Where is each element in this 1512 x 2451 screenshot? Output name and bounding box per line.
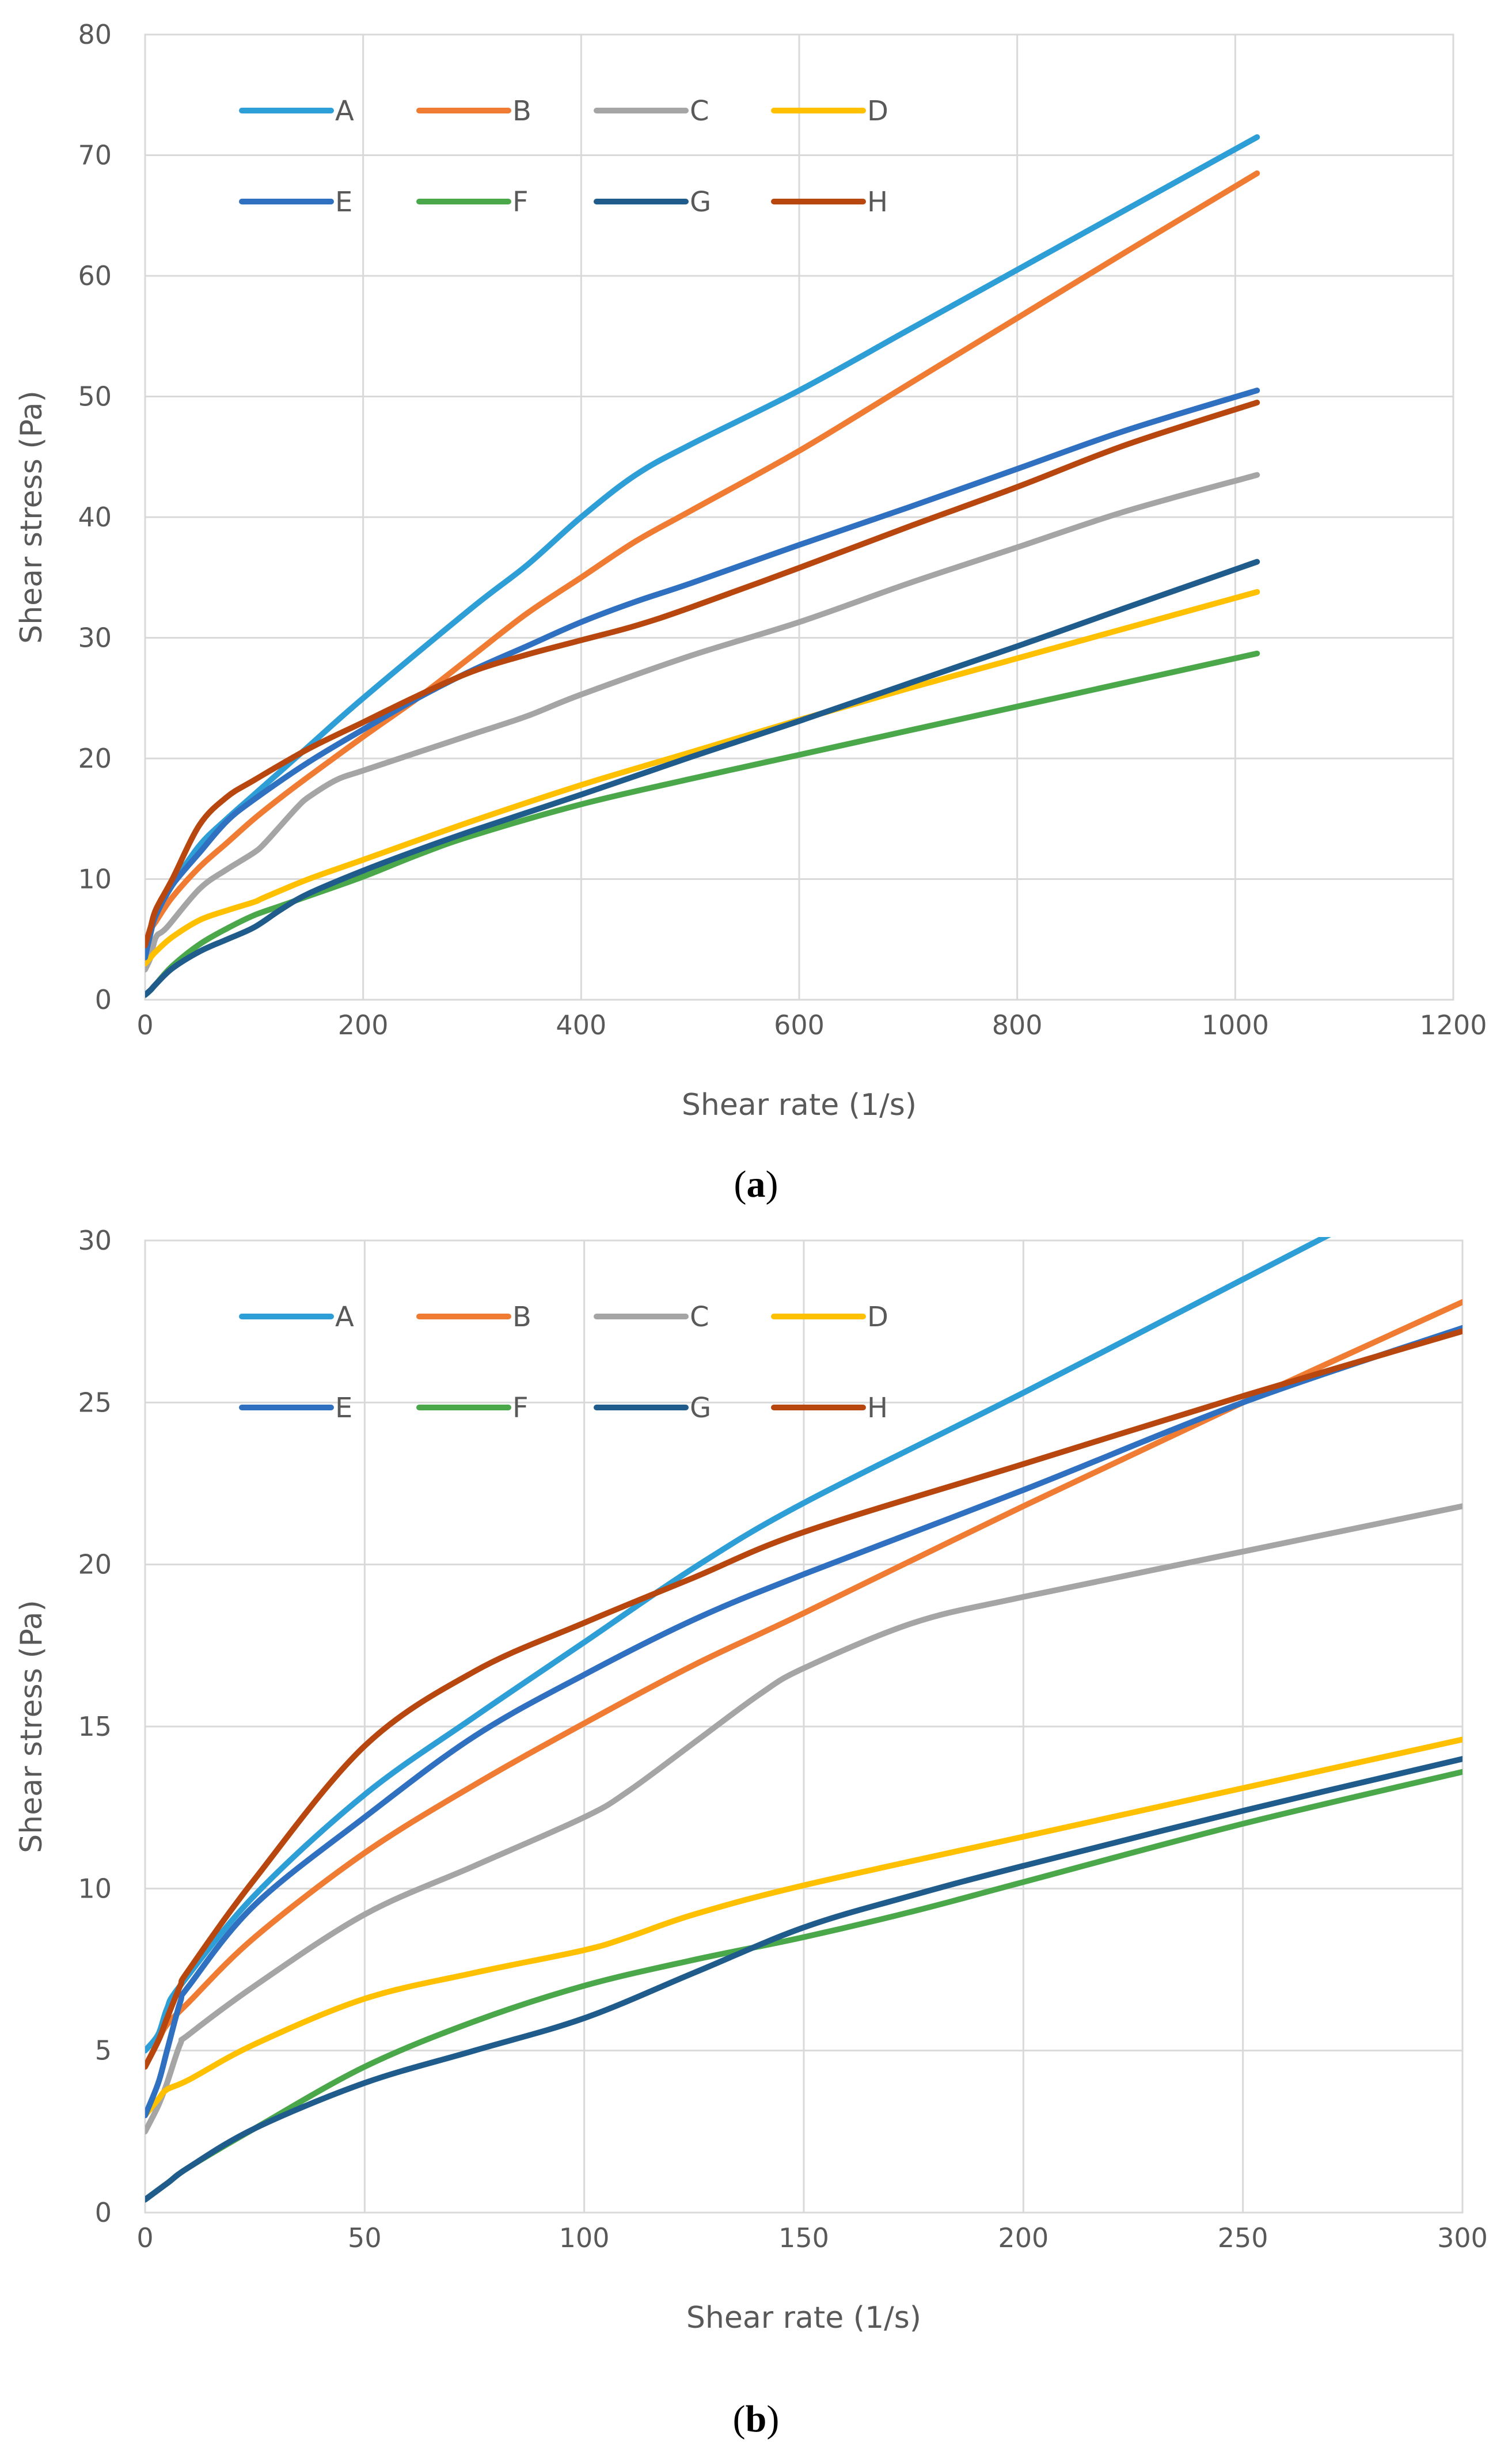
y-tick-label: 20 — [78, 1549, 112, 1580]
series-line-d — [145, 1736, 1462, 2119]
series-line-h — [145, 400, 1260, 948]
legend-item-e: E — [239, 1392, 352, 1424]
legend: A B C D E F G H — [239, 1301, 888, 1424]
legend-label: F — [512, 186, 529, 218]
legend-item-d: D — [771, 95, 888, 127]
legend-item-e: E — [239, 186, 352, 218]
legend-item-a: A — [239, 1301, 354, 1333]
x-tick-label: 400 — [556, 1010, 606, 1041]
x-tick-label: 800 — [992, 1010, 1043, 1041]
x-tick-label: 300 — [1437, 2222, 1488, 2253]
series-line-c — [145, 472, 1260, 973]
caption-a-letter: a — [747, 1163, 766, 1205]
x-tick-label: 250 — [1218, 2222, 1268, 2253]
chart-b: 0 50 100 150 200 250 300 0 5 10 15 20 25 30 Shear rate… — [14, 1225, 1488, 2335]
legend-item-g: G — [594, 1392, 711, 1424]
legend-item-f: F — [416, 186, 529, 218]
legend-label: H — [867, 186, 888, 218]
legend-label: C — [690, 95, 709, 127]
series-line-a — [145, 134, 1260, 961]
y-tick-label: 15 — [78, 1711, 112, 1742]
series-line-c — [145, 1503, 1462, 2135]
y-tick-label: 40 — [78, 502, 112, 533]
series-lines — [145, 1237, 1462, 2203]
legend-label: G — [690, 186, 711, 218]
y-tick-label: 10 — [78, 1873, 112, 1904]
legend-label: C — [690, 1301, 709, 1333]
legend-item-c: C — [594, 95, 709, 127]
y-tick-label: 50 — [78, 381, 112, 412]
y-tick-label: 60 — [78, 260, 112, 291]
series-line-f — [145, 650, 1260, 998]
legend-label: E — [335, 1392, 352, 1424]
x-tick-label: 0 — [136, 1010, 153, 1041]
legend-item-b: B — [416, 95, 531, 127]
x-tick-label: 50 — [348, 2222, 382, 2253]
legend: A B C D E F G H — [239, 95, 888, 218]
series-line-e — [145, 388, 1260, 961]
legend-label: E — [335, 186, 352, 218]
series-line-h — [145, 1328, 1462, 2070]
x-axis-label: Shear rate (1/s) — [682, 1088, 917, 1122]
series-line-d — [145, 589, 1260, 967]
legend-item-d: D — [771, 1301, 888, 1333]
legend-item-g: G — [594, 186, 711, 218]
legend-label: F — [512, 1392, 529, 1424]
y-tick-label: 10 — [78, 864, 112, 895]
x-tick-label: 200 — [338, 1010, 389, 1041]
x-tick-label: 200 — [998, 2222, 1048, 2253]
x-tick-label: 1200 — [1419, 1010, 1487, 1041]
legend-label: A — [335, 1301, 354, 1333]
legend-label: D — [867, 95, 888, 127]
y-tick-label: 80 — [78, 19, 112, 50]
y-tick-label: 20 — [78, 743, 112, 774]
legend-item-h: H — [771, 1392, 888, 1424]
y-tick-label: 0 — [95, 2197, 112, 2228]
legend-label: G — [690, 1392, 711, 1424]
legend-label: D — [867, 1301, 888, 1333]
series-line-b — [145, 170, 1260, 948]
legend-item-b: B — [416, 1301, 531, 1333]
x-tick-label: 100 — [559, 2222, 610, 2253]
legend-label: H — [867, 1392, 888, 1424]
legend-item-a: A — [239, 95, 354, 127]
y-tick-label: 25 — [78, 1387, 112, 1418]
series-line-g — [145, 1756, 1462, 2203]
series-line-g — [145, 559, 1260, 998]
y-axis-label: Shear stress (Pa) — [14, 390, 49, 644]
x-tick-label: 150 — [778, 2222, 829, 2253]
series-line-b — [145, 1299, 1462, 2070]
chart-a: 0 200 400 600 800 1000 1200 0 10 20 30 40 50 60 70 80 Sh… — [14, 19, 1487, 1122]
y-tick-label: 0 — [95, 984, 112, 1015]
legend-label: A — [335, 95, 354, 127]
caption-b: (b) — [733, 2398, 780, 2440]
x-axis-label: Shear rate (1/s) — [686, 2301, 921, 2335]
y-tick-label: 30 — [78, 1225, 112, 1256]
x-tick-label: 1000 — [1202, 1010, 1269, 1041]
y-axis-label: Shear stress (Pa) — [14, 1600, 49, 1853]
legend-item-f: F — [416, 1392, 529, 1424]
legend-item-h: H — [771, 186, 888, 218]
x-tick-label: 0 — [136, 2222, 153, 2253]
series-lines — [145, 134, 1260, 998]
y-tick-label: 70 — [78, 140, 112, 171]
legend-label: B — [512, 95, 531, 127]
caption-b-letter: b — [746, 2398, 767, 2440]
y-tick-label: 30 — [78, 623, 112, 654]
y-tick-label: 5 — [95, 2035, 112, 2066]
series-line-e — [145, 1325, 1462, 2119]
legend-item-c: C — [594, 1301, 709, 1333]
caption-a: (a) — [734, 1163, 778, 1205]
x-tick-label: 600 — [774, 1010, 825, 1041]
legend-label: B — [512, 1301, 531, 1333]
